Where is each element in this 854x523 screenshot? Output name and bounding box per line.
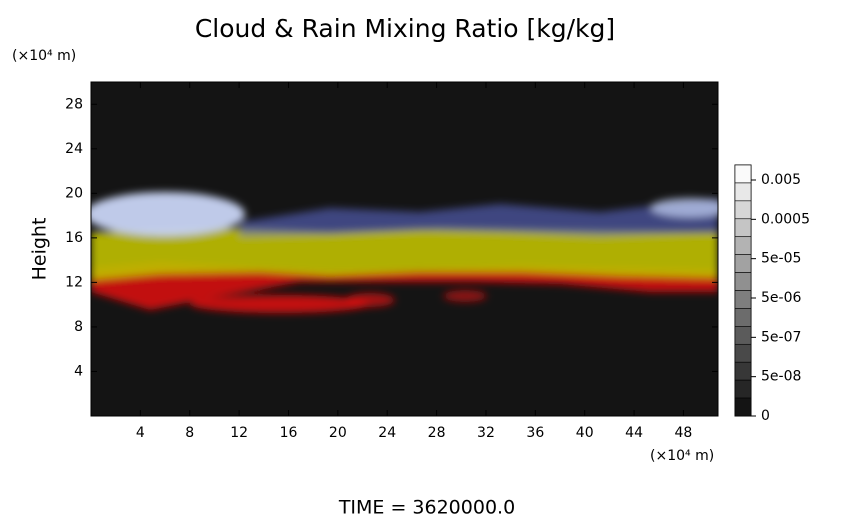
colorbar-tick-label: 5e-07 [761, 329, 801, 345]
x-tick-label: 24 [378, 425, 396, 441]
colorbar-tick-label: 5e-05 [761, 251, 801, 267]
colorbar-tick-label: 0.005 [761, 172, 801, 188]
footer: TIME = 3620000.0 [338, 497, 515, 519]
x-tick-label: 8 [185, 425, 194, 441]
colorbar-swatch [734, 361, 752, 381]
x-tick-label: 36 [526, 425, 544, 441]
colorbar-swatch [734, 343, 752, 363]
y-tick-label: 16 [65, 230, 83, 246]
x-tick-label: 12 [230, 425, 248, 441]
colorbar-swatch [734, 236, 752, 255]
colorbar-swatch [734, 326, 752, 345]
colorbar-swatch [734, 200, 752, 220]
chart-title: Cloud & Rain Mixing Ratio [kg/kg] [195, 14, 615, 43]
colorbar-tick-label: 0 [761, 408, 770, 424]
y-tick-label: 28 [65, 96, 83, 112]
y-tick-label: 20 [65, 185, 83, 201]
plot-frame [90, 81, 719, 417]
y-tick-label: 8 [74, 319, 83, 335]
colorbar-swatch [734, 254, 752, 273]
colorbar-swatch [734, 182, 752, 202]
colorbar-swatch [734, 308, 752, 327]
x-tick-label: 40 [576, 425, 594, 441]
cloud-render [91, 192, 718, 313]
x-tick-label: 48 [675, 425, 693, 441]
y-tick-label: 4 [74, 363, 83, 379]
y-tick-label: 12 [65, 274, 83, 290]
x-unit: (×10⁴ m) [650, 448, 714, 464]
y-tick-label: 24 [65, 141, 83, 157]
y-axis-label: Height [29, 218, 51, 281]
colorbar-swatch [734, 218, 752, 238]
colorbar-swatch [734, 397, 752, 417]
x-tick-label: 28 [428, 425, 446, 441]
x-tick-label: 32 [477, 425, 495, 441]
colorbar-swatch [734, 272, 752, 291]
y-unit: (×10⁴ m) [12, 48, 76, 64]
colorbar-swatch [734, 164, 752, 184]
x-tick-label: 16 [280, 425, 298, 441]
colorbar-swatch [734, 379, 752, 399]
colorbar-tick-label: 0.0005 [761, 211, 810, 227]
x-tick-label: 20 [329, 425, 347, 441]
x-tick-label: 44 [625, 425, 643, 441]
colorbar-tick-label: 5e-08 [761, 369, 801, 385]
colorbar-swatch [734, 290, 752, 309]
colorbar-tick-label: 5e-06 [761, 290, 801, 306]
x-tick-label: 4 [136, 425, 145, 441]
